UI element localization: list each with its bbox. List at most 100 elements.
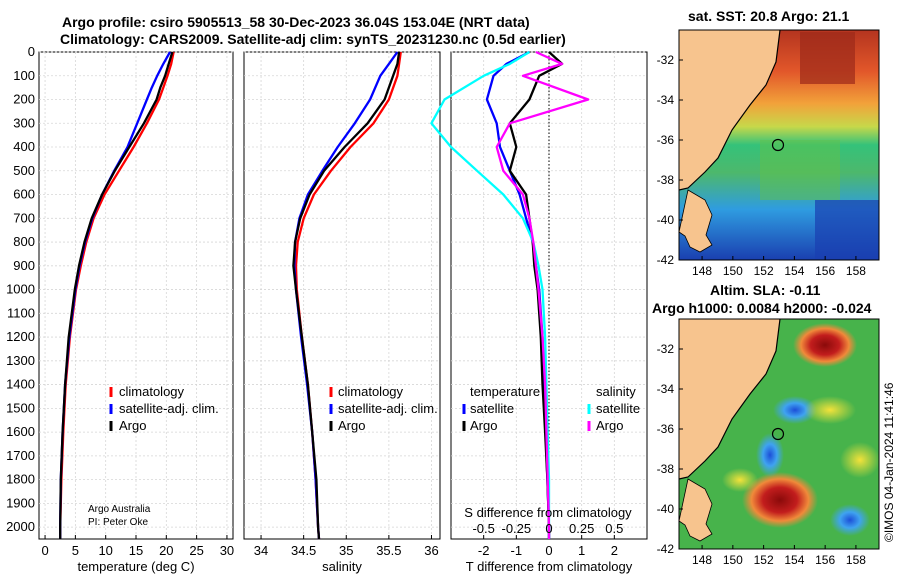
- depth-tick-label: 1900: [6, 495, 35, 510]
- depth-tick-label: 1100: [7, 305, 35, 320]
- depth-tick-label: 2000: [6, 519, 35, 534]
- legend-temp-satellite-label: satellite: [470, 401, 514, 416]
- depth-tick-labels: 0 100 200 300 400 500 600 700 800 900 1000 1100 1200…: [6, 44, 35, 534]
- x-tick-label: 34: [254, 543, 268, 558]
- lon-tick-label: 148: [692, 264, 712, 278]
- series-line-salinity-argo: [495, 50, 590, 539]
- salinity-legend: climatology satellite-adj. clim. Argo: [329, 384, 438, 433]
- depth-tick-label: 500: [13, 163, 35, 178]
- temperature-xlabel: temperature (deg C): [77, 559, 194, 574]
- lat-tick-label: -32: [657, 342, 675, 356]
- sla-map-panel: 148 150 152 154 156 158 -32 -34 -36 -38 -40 -42: [657, 318, 880, 567]
- salinity-diff-top-label: S difference from climatology: [464, 505, 632, 520]
- temperature-panel: 0100200300400500600700800900100011001200…: [6, 44, 234, 574]
- legend-climatology-label: climatology: [338, 384, 404, 399]
- x-tick-label: 1: [578, 543, 585, 558]
- depth-tick-label: 1500: [6, 400, 35, 415]
- temperature-tick-labels: 0 5 10 15 20 25 30: [41, 535, 234, 558]
- sst-land-tasmania-coast: [679, 189, 713, 253]
- lat-tick-label: -38: [657, 173, 675, 187]
- legend-satellite-label: satellite-adj. clim.: [338, 401, 438, 416]
- difference-xlabel: T difference from climatology: [466, 559, 633, 574]
- sst-map-panel: 148 150 152 154 156 158 -32 -34 -36 -38 -40 -42: [657, 29, 880, 278]
- lon-tick-label: 150: [723, 264, 743, 278]
- temperature-series: [59, 51, 175, 539]
- depth-tick-label: 400: [13, 139, 35, 154]
- x-tick-label: -1: [511, 543, 523, 558]
- salinity-diff-tick-labels: -0.5 -0.25 0 0.25 0.5: [472, 521, 623, 536]
- sla-eddy-yellow-3: [722, 468, 758, 492]
- sst-coastline: [679, 30, 781, 191]
- sst-land-australia: [679, 30, 780, 190]
- salinity-series: [292, 51, 402, 540]
- depth-tick-label: 100: [13, 68, 35, 83]
- sla-eddy-warm-north: [793, 323, 857, 367]
- x-tick-label: 5: [72, 543, 79, 558]
- figure-title-line2: Climatology: CARS2009. Satellite-adj cli…: [60, 31, 566, 47]
- sla-eddy-cold-1: [773, 396, 817, 424]
- lat-tick-label: -42: [657, 253, 675, 267]
- depth-tick-label: 1800: [6, 472, 35, 487]
- salinity-diff-tick-label: 0: [545, 521, 552, 536]
- series-line-argo: [292, 51, 401, 540]
- depth-tick-label: 800: [13, 234, 35, 249]
- sla-eddy-cold-2: [756, 433, 784, 477]
- x-tick-label: 2: [611, 543, 618, 558]
- lat-tick-label: -42: [657, 542, 675, 556]
- sla-argo-location-marker: [771, 427, 785, 441]
- x-tick-label: 35.5: [376, 543, 401, 558]
- lon-tick-label: 148: [692, 553, 712, 567]
- depth-tick-label: 300: [13, 115, 35, 130]
- credit-line1: Argo Australia: [88, 504, 151, 515]
- legend-satellite-label: satellite-adj. clim.: [119, 401, 219, 416]
- lon-tick-label: 152: [754, 553, 774, 567]
- x-tick-label: 0: [545, 543, 552, 558]
- x-tick-label: 10: [98, 543, 112, 558]
- lat-tick-label: -32: [657, 53, 675, 67]
- depth-tick-label: 1600: [6, 424, 35, 439]
- sst-cold-patch: [815, 200, 879, 260]
- sst-map-title: sat. SST: 20.8 Argo: 21.1: [688, 8, 850, 24]
- salinity-plot-frame: [243, 51, 441, 540]
- sla-eddy-warm-south: [742, 472, 818, 528]
- lat-tick-label: -38: [657, 462, 675, 476]
- temperature-legend: climatology satellite-adj. clim. Argo: [109, 384, 219, 433]
- credit-line2: PI: Peter Oke: [88, 517, 148, 528]
- x-tick-label: -2: [478, 543, 490, 558]
- lon-tick-label: 154: [784, 553, 804, 567]
- sla-land-australia: [679, 319, 780, 479]
- legend-temp-argo-label: Argo: [470, 418, 497, 433]
- lat-tick-label: -36: [657, 422, 675, 436]
- sla-map-title-line1: Altim. SLA: -0.11: [710, 282, 821, 298]
- sla-eddy-cold-3: [830, 504, 870, 536]
- lon-tick-label: 158: [846, 264, 866, 278]
- salinity-tick-labels: 34 34.5 35 35.5 36: [254, 535, 439, 558]
- lon-tick-label: 152: [754, 264, 774, 278]
- difference-panel: -2 -1 0 1 2 T difference from climatology S …: [430, 50, 648, 574]
- depth-tick-label: 1400: [6, 377, 35, 392]
- salinity-diff-tick-label: 0.25: [569, 521, 594, 536]
- x-tick-label: 20: [159, 543, 173, 558]
- x-tick-label: 25: [189, 543, 203, 558]
- legend-temperature-heading: temperature: [470, 384, 540, 399]
- legend-climatology-label: climatology: [119, 384, 185, 399]
- sla-map-frame: [678, 318, 880, 550]
- sla-map-tick-labels: 148 150 152 154 156 158 -32 -34 -36 -38 -40 -42: [657, 342, 867, 567]
- depth-tick-label: 1300: [6, 353, 35, 368]
- legend-sal-satellite-label: satellite: [596, 401, 640, 416]
- lon-tick-label: 156: [815, 264, 835, 278]
- lon-tick-label: 150: [723, 553, 743, 567]
- depth-tick-label: 600: [13, 187, 35, 202]
- depth-tick-label: 0: [28, 44, 35, 59]
- depth-tick-label: 900: [13, 258, 35, 273]
- series-line-argo: [59, 51, 174, 539]
- lat-tick-label: -40: [657, 213, 675, 227]
- sla-coastline: [679, 319, 781, 480]
- depth-tick-label: 200: [13, 92, 35, 107]
- salinity-gridlines: [244, 51, 440, 539]
- x-tick-label: 15: [129, 543, 143, 558]
- lon-tick-label: 156: [815, 553, 835, 567]
- temperature-gridlines: [39, 51, 233, 539]
- legend-argo-label: Argo: [338, 418, 365, 433]
